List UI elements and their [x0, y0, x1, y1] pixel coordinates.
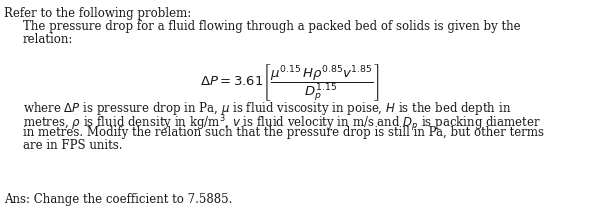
Text: relation:: relation: — [23, 33, 73, 46]
Text: are in FPS units.: are in FPS units. — [23, 139, 123, 152]
Text: metres, $\rho$ is fluid density in kg/m$^3$, $v$ is fluid velocity in m/s and $D: metres, $\rho$ is fluid density in kg/m$… — [23, 113, 541, 134]
Text: where $\Delta P$ is pressure drop in Pa, $\mu$ is fluid viscosity in poise, $H$ : where $\Delta P$ is pressure drop in Pa,… — [23, 100, 511, 117]
Text: Refer to the following problem:: Refer to the following problem: — [4, 7, 191, 20]
Text: in metres. Modify the relation such that the pressure drop is still in Pa, but o: in metres. Modify the relation such that… — [23, 126, 544, 139]
Text: $\Delta P = 3.61\left[\dfrac{\mu^{0.15}\,H\rho^{0.85}v^{1.85}}{D_p^{1.15}}\right: $\Delta P = 3.61\left[\dfrac{\mu^{0.15}\… — [201, 62, 379, 103]
Text: The pressure drop for a fluid flowing through a packed bed of solids is given by: The pressure drop for a fluid flowing th… — [23, 20, 521, 33]
Text: Ans: Change the coefficient to 7.5885.: Ans: Change the coefficient to 7.5885. — [4, 193, 233, 206]
